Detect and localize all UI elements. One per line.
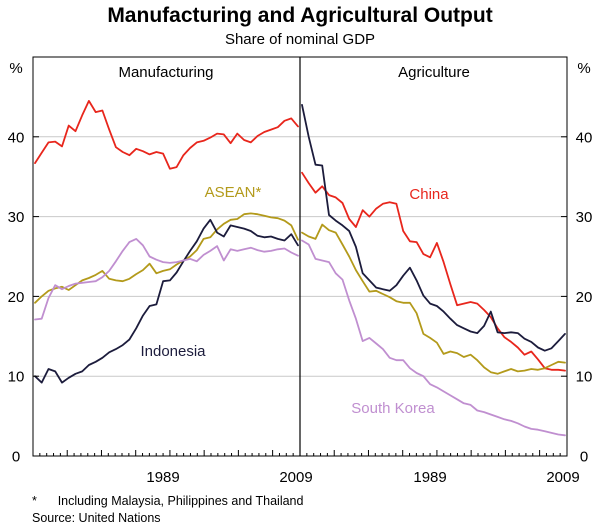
x-tick-label-1989: 1989 — [146, 469, 179, 486]
series-line-manufacturing-china — [34, 100, 299, 170]
y-unit-right: % — [577, 60, 590, 77]
footnote: * Including Malaysia, Philippines and Th… — [32, 494, 304, 508]
y-tick-label-right: 20 — [576, 289, 593, 306]
series-line-agriculture-china — [301, 171, 566, 372]
series-line-manufacturing-asean — [34, 212, 299, 304]
chart-title: Manufacturing and Agricultural Output — [107, 4, 492, 27]
series-line-manufacturing-indonesia — [34, 218, 299, 384]
y-tick-label-left: 0 — [12, 449, 20, 466]
y-tick-label-left: 20 — [8, 289, 25, 306]
series-group — [34, 100, 566, 437]
x-tick-label-1989: 1989 — [413, 469, 446, 486]
series-label-indonesia: Indonesia — [140, 343, 206, 360]
series-line-agriculture-asean — [301, 223, 566, 375]
series-line-agriculture-south-korea — [301, 239, 566, 437]
y-tick-label-right: 10 — [576, 369, 593, 386]
y-tick-label-left: 10 — [8, 369, 25, 386]
series-line-agriculture-indonesia — [301, 104, 566, 352]
series-label-south-korea: South Korea — [351, 400, 435, 417]
series-label-asean: ASEAN* — [205, 184, 262, 201]
series-line-manufacturing-south-korea — [34, 237, 299, 321]
y-tick-label-right: 40 — [576, 129, 593, 146]
series-label-china: China — [409, 186, 449, 203]
y-tick-label-left: 40 — [8, 129, 25, 146]
chart-subtitle: Share of nominal GDP — [225, 31, 375, 48]
x-tick-label-2009: 2009 — [546, 469, 579, 486]
y-tick-label-left: 30 — [8, 209, 25, 226]
y-tick-label-right: 0 — [580, 449, 588, 466]
panel-title-agriculture: Agriculture — [398, 64, 470, 81]
x-tick-label-2009: 2009 — [279, 469, 312, 486]
x-axis-ticks: 1989 2009 1989 2009 — [39, 450, 580, 486]
y-axis-ticks: 0 0 10 10 20 20 30 30 40 40 — [8, 129, 593, 465]
source-note: Source: United Nations — [32, 511, 161, 525]
y-unit-left: % — [9, 60, 22, 77]
y-tick-label-right: 30 — [576, 209, 593, 226]
panel-title-manufacturing: Manufacturing — [118, 64, 213, 81]
